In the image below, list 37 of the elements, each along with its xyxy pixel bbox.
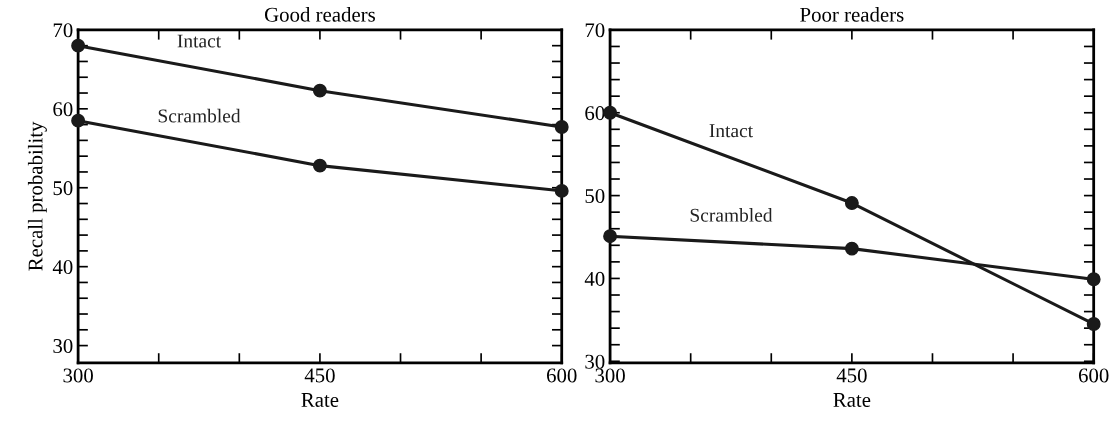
x-tick-label: 450 <box>836 368 867 383</box>
point <box>1086 317 1101 331</box>
point <box>844 241 859 256</box>
y-tick-label: 40 <box>584 271 605 286</box>
y-tick-label: 70 <box>53 23 73 38</box>
point <box>844 196 859 210</box>
y-tick-label: 60 <box>53 102 73 117</box>
y-tick-label: 40 <box>52 260 73 275</box>
series-label: Intact <box>709 124 753 138</box>
x-axis-title: Rate <box>301 393 339 407</box>
x-tick-label: 450 <box>304 368 335 383</box>
chart-title: Poor readers <box>800 7 904 22</box>
x-axis-title: Rate <box>833 393 871 407</box>
point <box>1086 272 1101 287</box>
point <box>312 83 327 98</box>
y-tick-label: 30 <box>585 354 605 369</box>
y-tick-label: 50 <box>585 188 605 204</box>
y-tick-label: 70 <box>585 23 605 38</box>
point <box>554 120 569 134</box>
x-tick-label: 300 <box>63 368 93 383</box>
x-tick-label: 300 <box>595 368 625 383</box>
series-label: Scrambled <box>690 208 773 222</box>
point <box>603 105 618 120</box>
y-axis-title: Recall probability <box>27 121 47 271</box>
chart-title: Good readers <box>264 7 375 22</box>
point <box>312 158 327 173</box>
point <box>71 113 86 128</box>
y-tick-label: 50 <box>53 181 73 196</box>
x-tick-label: 600 <box>546 368 577 383</box>
point <box>603 229 618 244</box>
series-label: Intact <box>177 34 222 48</box>
y-tick-label: 60 <box>585 106 605 121</box>
point <box>554 183 569 198</box>
y-tick-label: 30 <box>53 338 73 354</box>
point <box>71 38 86 53</box>
x-tick-label: 600 <box>1078 368 1109 383</box>
series-label: Scrambled <box>158 108 241 123</box>
